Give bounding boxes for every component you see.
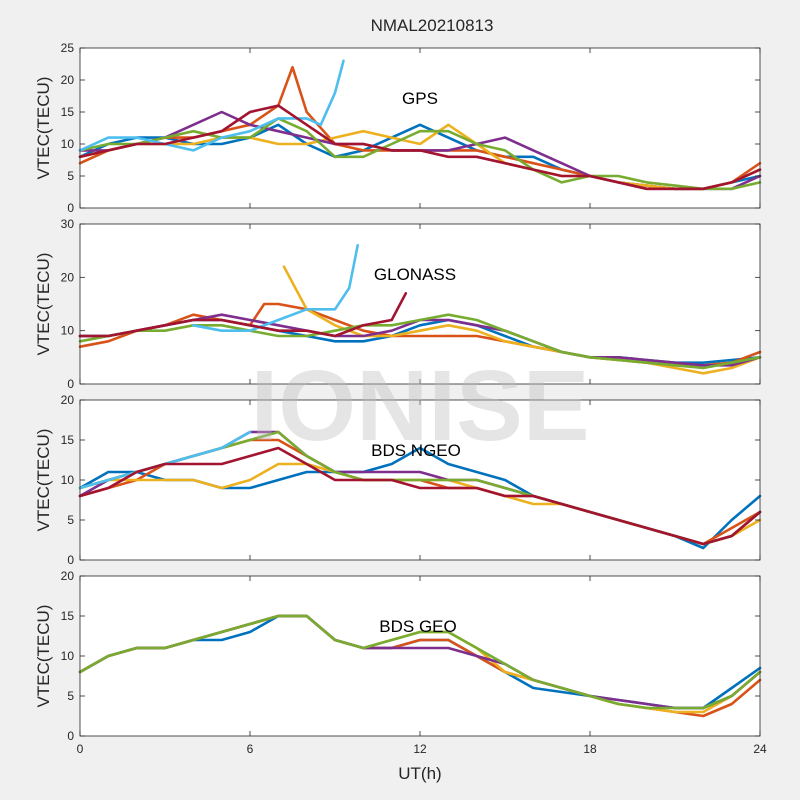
y-tick-label: 10 — [61, 649, 75, 663]
y-tick-label: 0 — [67, 201, 74, 215]
y-tick-label: 0 — [67, 377, 74, 391]
y-tick-label: 5 — [67, 513, 74, 527]
y-tick-label: 5 — [67, 689, 74, 703]
x-tick-label: 6 — [247, 742, 254, 756]
panel-label: GLONASS — [374, 265, 456, 284]
y-tick-label: 0 — [67, 729, 74, 743]
panel-label: GPS — [402, 89, 438, 108]
x-tick-label: 0 — [77, 742, 84, 756]
y-tick-label: 5 — [67, 169, 74, 183]
y-axis-label: VTEC(TECU) — [34, 429, 53, 532]
panel-label: BDS GEO — [379, 617, 456, 636]
y-tick-label: 15 — [61, 433, 75, 447]
y-tick-label: 10 — [61, 324, 75, 338]
y-tick-label: 20 — [61, 569, 75, 583]
figure-title: NMAL20210813 — [371, 16, 494, 35]
axes-panel-3: 0 6 12 18 24 0 5 10 15 20 VTEC(TECU) BDS GEO — [34, 569, 767, 756]
x-tick-label: 18 — [583, 742, 597, 756]
y-tick-label: 20 — [61, 73, 75, 87]
y-tick-label: 20 — [61, 270, 75, 284]
plot-area — [80, 576, 760, 736]
y-tick-label: 10 — [61, 473, 75, 487]
y-tick-label: 15 — [61, 609, 75, 623]
y-tick-label: 0 — [67, 553, 74, 567]
x-tick-label: 24 — [753, 742, 767, 756]
y-tick-label: 15 — [61, 105, 75, 119]
x-tick-label: 12 — [413, 742, 427, 756]
y-axis-label: VTEC(TECU) — [34, 253, 53, 356]
axes-panel-0: 0 5 10 15 20 25 VTEC(TECU) GPS — [34, 41, 760, 215]
x-axis-label: UT(h) — [398, 764, 441, 783]
y-axis-label: VTEC(TECU) — [34, 605, 53, 708]
watermark: IONISE — [251, 350, 590, 462]
y-tick-label: 25 — [61, 41, 75, 55]
y-tick-label: 30 — [61, 217, 75, 231]
y-tick-label: 20 — [61, 393, 75, 407]
y-axis-label: VTEC(TECU) — [34, 77, 53, 180]
y-tick-label: 10 — [61, 137, 75, 151]
